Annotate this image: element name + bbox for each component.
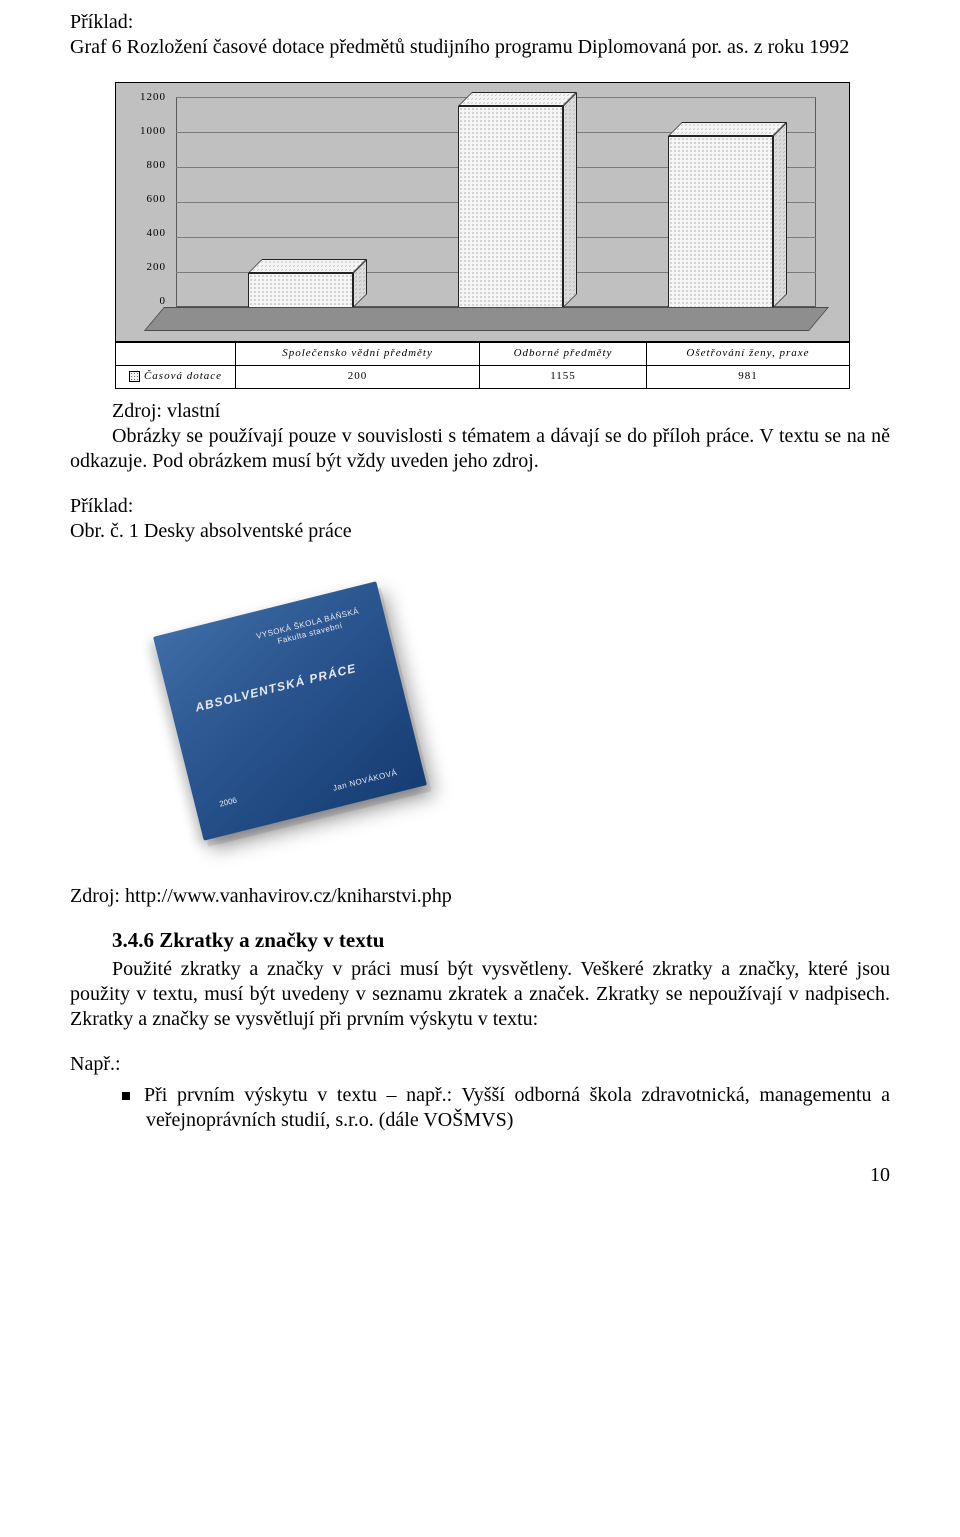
example-label: Příklad:: [70, 10, 890, 35]
graf-caption: Graf 6 Rozložení časové dotace předmětů …: [70, 35, 890, 60]
chart-value-row: Časová dotace 2001155981: [116, 365, 850, 388]
chart-source: Zdroj: vlastní: [70, 399, 890, 424]
chart-bar: [248, 273, 353, 308]
page-number: 10: [70, 1163, 890, 1188]
y-tick-label: 800: [124, 159, 166, 173]
book-illustration: VYSOKÁ ŠKOLA BÁŇSKÁFakulta stavební ABSO…: [130, 556, 470, 866]
chart-value-cell: 981: [646, 365, 849, 388]
y-tick-label: 0: [124, 295, 166, 309]
book-title-text: ABSOLVENTSKÁ PRÁCE: [194, 660, 358, 715]
figure-source: Zdroj: http://www.vanhavirov.cz/kniharst…: [70, 884, 890, 909]
y-tick-label: 600: [124, 193, 166, 207]
chart-value-cell: 200: [236, 365, 480, 388]
example-label-2: Příklad:: [70, 494, 890, 519]
example-label-3: Např.:: [70, 1052, 890, 1077]
y-tick-label: 1200: [124, 91, 166, 105]
chart-category-row: Společensko vědní předmětyOdborné předmě…: [116, 343, 850, 366]
y-tick-label: 200: [124, 261, 166, 275]
chart-bar: [458, 106, 563, 308]
book-author-text: Jan NOVÁKOVÁ: [332, 768, 398, 794]
bullet-item: Při prvním výskytu v textu – např.: Vyšš…: [146, 1083, 890, 1133]
chart-y-axis: 0 200 400 600 800 1000 1200: [124, 91, 166, 309]
bullet-list: Při prvním výskytu v textu – např.: Vyšš…: [70, 1083, 890, 1133]
y-tick-label: 1000: [124, 125, 166, 139]
chart-value-cell: 1155: [480, 365, 647, 388]
section-heading: 3.4.6 Zkratky a značky v textu: [70, 927, 890, 953]
book-year-text: 2006: [218, 795, 238, 809]
chart-row-label: Časová dotace: [144, 370, 222, 382]
book-school-text: VYSOKÁ ŠKOLA BÁŇSKÁFakulta stavební: [255, 606, 362, 650]
chart-plot: 0 200 400 600 800 1000 1200: [115, 82, 850, 342]
chart-category-cell: Odborné předměty: [480, 343, 647, 366]
chart-bar: [668, 136, 773, 308]
chart-container: 0 200 400 600 800 1000 1200 Společensko vědní …: [115, 82, 850, 389]
legend-marker-icon: [129, 371, 140, 382]
y-tick-label: 400: [124, 227, 166, 241]
figure-caption: Obr. č. 1 Desky absolventské práce: [70, 519, 890, 544]
section-body: Použité zkratky a značky v práci musí bý…: [70, 957, 890, 1032]
chart-data-table: Společensko vědní předmětyOdborné předmě…: [115, 342, 850, 389]
images-note: Obrázky se používají pouze v souvislosti…: [70, 424, 890, 474]
chart-category-cell: Ošetřování ženy, praxe: [646, 343, 849, 366]
chart-category-cell: Společensko vědní předměty: [236, 343, 480, 366]
